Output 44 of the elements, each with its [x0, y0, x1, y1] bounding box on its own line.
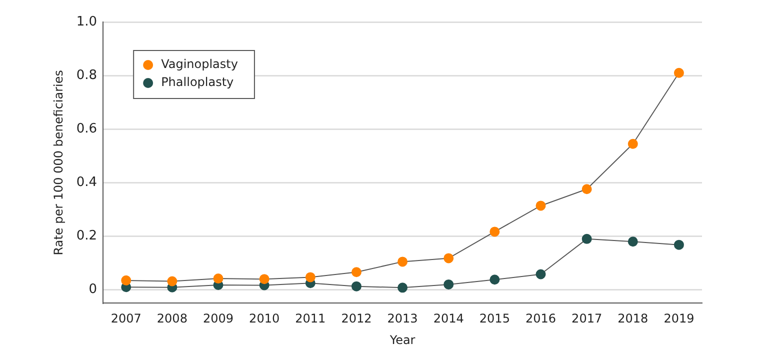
x-tick-label: 2012: [341, 312, 372, 326]
x-tick-label: 2017: [572, 312, 602, 326]
x-tick-label: 2008: [156, 312, 188, 326]
point: [674, 68, 684, 78]
x-tick-label: 2015: [479, 312, 510, 326]
x-tick-label: 2013: [387, 312, 418, 326]
point: [305, 272, 316, 282]
x-tick-label: 2007: [110, 312, 142, 326]
y-tick-label: 1.0: [76, 14, 98, 30]
point: [444, 279, 454, 290]
point: [444, 253, 454, 264]
x-tick-label: 2016: [525, 312, 556, 326]
y-tick-label: 0.6: [76, 122, 98, 136]
y-tick-label: 0: [88, 282, 98, 298]
x-tick-label: 2014: [433, 312, 464, 326]
point: [582, 184, 592, 194]
point: [121, 275, 132, 286]
point: [351, 267, 362, 278]
y-tick-label: 0.4: [76, 175, 98, 190]
point: [213, 274, 224, 284]
x-tick-label: 2009: [202, 312, 234, 326]
point: [351, 281, 362, 292]
legend-label: Vaginoplasty: [161, 57, 238, 72]
y-tick-label: 0.2: [76, 228, 98, 244]
y-axis-title: Rate per 100 000 beneficiaries: [51, 70, 66, 256]
x-tick-label: 2010: [249, 312, 280, 326]
x-axis-title: Year: [388, 332, 416, 347]
y-tick-label: 0.8: [76, 68, 98, 83]
point: [536, 200, 546, 211]
point: [398, 282, 408, 293]
point: [490, 226, 500, 237]
point: [398, 256, 408, 267]
point: [674, 240, 684, 250]
x-tick-label: 2011: [295, 312, 326, 326]
point: [259, 274, 270, 284]
point: [628, 236, 638, 247]
point: [167, 276, 178, 286]
point: [582, 234, 592, 244]
point: [628, 138, 638, 149]
x-tick-label: 2018: [618, 312, 648, 326]
legend-label: Phalloplasty: [161, 75, 234, 90]
point: [490, 274, 500, 285]
x-tick-label: 2019: [664, 312, 694, 326]
point: [536, 269, 546, 280]
